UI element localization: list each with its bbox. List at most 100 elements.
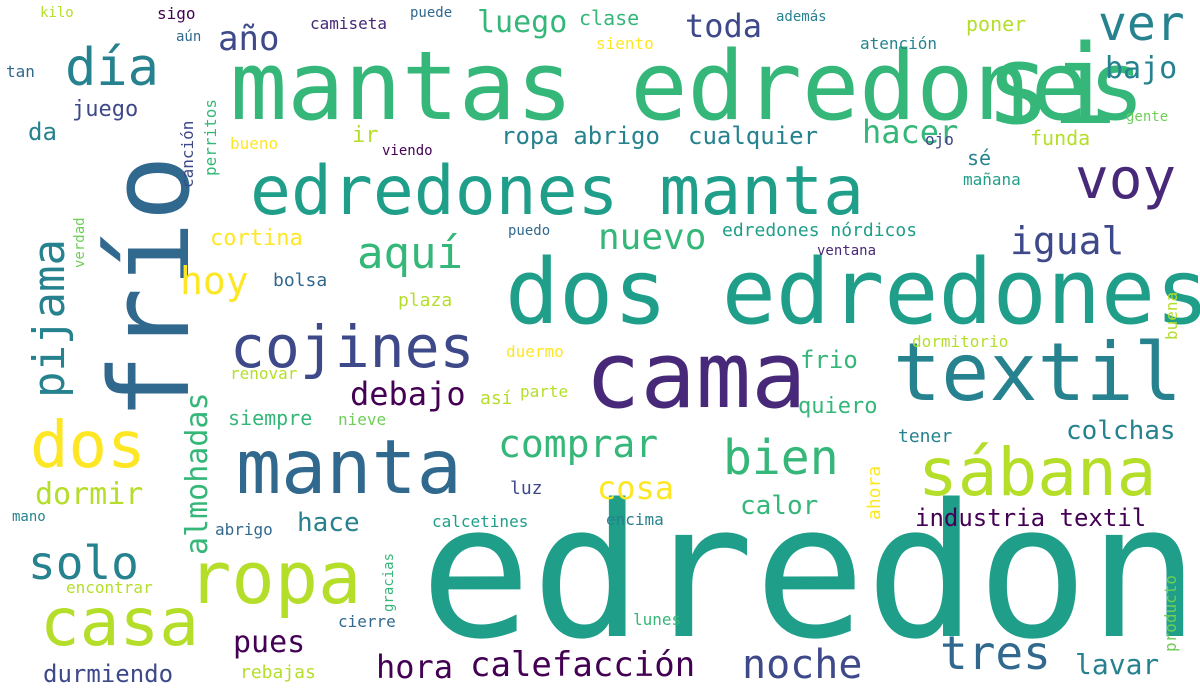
word-edredones-manta: edredones manta [250,152,865,231]
word-dos-edredones: dos edredones [505,240,1200,345]
word-industria-textil: industria textil [915,504,1147,532]
word-siempre: siempre [228,406,313,430]
word-dormitorio: dormitorio [912,332,1009,351]
word-debajo: debajo [350,375,466,413]
word-si: si [985,21,1118,149]
word-edredone: edredone [420,464,1200,680]
word-puede: puede [410,5,453,21]
word-ropa-abrigo: ropa abrigo [501,122,660,150]
word-dos: dos [30,409,146,483]
word-gente: gente [1126,109,1169,125]
word-quiero: quiero [798,394,878,419]
word-ahora: ahora [864,465,885,520]
word-parte: parte [520,382,569,401]
word-asi: así [480,388,513,409]
word-dia: día [65,38,159,98]
word-edredones-nordicos: edredones nórdicos [722,220,918,241]
word-textil: textil [893,326,1182,419]
word-nuevo: nuevo [598,217,707,258]
word-voy: voy [1075,147,1177,212]
word-ir: ir [352,123,379,148]
word-igual: igual [1010,219,1125,263]
word-plaza: plaza [398,290,453,311]
word-hace: hace [297,508,360,538]
word-cancion: canción [178,120,197,188]
word-se: sé [967,146,992,170]
word-sabana: sábana [918,434,1157,511]
word-cierre: cierre [338,612,396,631]
word-calefaccion: calefacción [470,645,696,685]
word-cama: cama [585,322,807,429]
word-almohadas: almohadas [180,392,215,555]
word-ropa: ropa [188,536,362,620]
word-pues: pues [233,625,306,660]
word-hoy: hoy [180,259,249,303]
word-camiseta: camiseta [310,14,388,33]
word-aqui: aquí [357,228,463,279]
word-tan: tan [6,62,35,81]
word-cualquier: cualquier [688,122,819,150]
word-atencion: atención [860,34,938,53]
word-cortina: cortina [210,226,303,251]
word-hacer: hacer [862,113,959,151]
word-noche: noche [742,642,863,688]
word-durmiendo: durmiendo [43,660,174,688]
word-juego: juego [72,97,139,122]
word-ver: ver [1098,0,1185,52]
word-manana: mañana [963,170,1021,189]
word-pijama: pijama [24,239,75,398]
word-casa: casa [40,584,199,661]
word-manta: manta [236,423,462,511]
word-comprar: comprar [498,422,659,466]
word-duermo: duermo [506,342,564,361]
word-mantas-edredones: mantas edredones [230,32,1146,142]
word-da: da [28,118,57,146]
word-ventana: ventana [817,243,877,259]
word-encima: encima [606,510,664,529]
word-cojines: cojines [230,313,475,381]
word-encontrar: encontrar [66,578,153,597]
word-bueno: bueno [230,134,279,153]
word-viendo: viendo [382,143,433,159]
word-tener: tener [898,426,953,447]
word-ano: año [218,19,280,59]
word-abrigo: abrigo [215,520,273,539]
word-hora: hora [376,648,454,686]
word-lavar: lavar [1075,648,1160,681]
word-renovar: renovar [230,364,298,383]
word-siento: siento [596,34,654,53]
word-sigo: sigo [157,4,196,23]
word-puedo: puedo [508,223,551,239]
word-tres: tres [940,626,1051,680]
word-luz: luz [510,478,543,499]
word-clase: clase [579,6,640,30]
word-producto: producto [1161,574,1180,652]
word-funda: funda [1030,126,1091,150]
word-lunes: lunes [633,610,682,629]
word-perritos: perritos [201,98,220,176]
word-colchas: colchas [1066,416,1176,446]
word-poner: poner [966,12,1027,36]
word-ojo: ojo [925,130,954,149]
word-bolsa: bolsa [273,270,328,291]
word-buena: buena [1162,291,1181,340]
word-calor: calor [740,491,819,521]
word-bien: bien [723,430,839,486]
word-ademas: además [776,9,827,25]
word-calcetines: calcetines [432,512,529,531]
word-bajo: bajo [1105,51,1178,86]
word-kilo: kilo [40,5,74,21]
word-gracias: gracias [381,552,397,612]
word-luego: luego [477,5,568,40]
word-frio: frio [800,346,858,374]
word-solo: solo [28,536,139,590]
word-rebajas: rebajas [240,662,316,683]
word-dormir: dormir [35,477,144,512]
word-verdad: verdad [72,217,88,268]
word-nieve: nieve [338,410,387,429]
word-toda: toda [685,7,763,45]
word-mano: mano [12,509,46,525]
word-cosa: cosa [597,469,675,507]
word-aun: aún [176,29,202,45]
